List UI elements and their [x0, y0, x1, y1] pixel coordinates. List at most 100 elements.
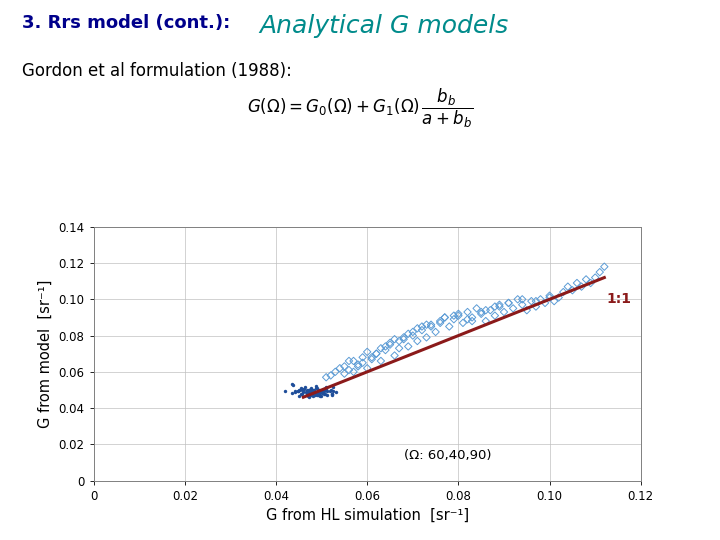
Point [402, 329, 414, 338]
Point [326, 390, 338, 399]
Text: 1:1: 1:1 [606, 292, 631, 306]
Point [480, 306, 492, 314]
Point [305, 391, 317, 400]
Point [393, 344, 405, 353]
Point [304, 388, 315, 396]
Point [389, 351, 400, 360]
Point [590, 273, 601, 282]
Point [310, 389, 322, 397]
Point [343, 366, 355, 374]
Point [330, 368, 341, 376]
Point [297, 386, 308, 395]
Point [293, 386, 305, 394]
Point [516, 295, 528, 303]
Point [310, 387, 322, 396]
Point [320, 389, 331, 398]
Point [544, 293, 555, 302]
Point [303, 386, 315, 395]
Point [393, 337, 405, 346]
Point [426, 322, 437, 331]
Point [312, 387, 323, 396]
Point [549, 297, 560, 306]
Point [462, 315, 473, 323]
Point [553, 293, 564, 302]
Point [303, 386, 315, 394]
Point [494, 300, 505, 309]
Text: $G(\Omega) = G_0(\Omega) + G_1(\Omega)\,\dfrac{b_b}{a+b_b}$: $G(\Omega) = G_0(\Omega) + G_1(\Omega)\,… [247, 86, 473, 130]
Point [312, 387, 324, 395]
Point [318, 385, 330, 394]
Point [462, 308, 473, 316]
Point [407, 331, 418, 340]
Point [302, 387, 314, 396]
Point [310, 381, 322, 390]
Point [315, 388, 327, 396]
Point [567, 286, 578, 295]
Point [371, 349, 382, 358]
Point [330, 387, 341, 396]
Point [585, 279, 596, 287]
Point [312, 390, 324, 399]
Point [576, 282, 588, 291]
Point [371, 349, 382, 358]
Point [467, 317, 478, 326]
Point [313, 388, 325, 397]
Point [311, 391, 323, 400]
Point [448, 315, 459, 323]
Point [325, 386, 336, 395]
Point [412, 324, 423, 333]
Point [467, 313, 478, 322]
Point [279, 387, 291, 395]
Text: Gordon et al formulation (1988):: Gordon et al formulation (1988): [22, 62, 292, 80]
Point [311, 384, 323, 393]
Point [389, 335, 400, 343]
Point [485, 306, 496, 314]
Point [300, 388, 311, 397]
Point [580, 275, 592, 284]
Point [310, 383, 321, 392]
Point [327, 382, 338, 391]
Point [320, 382, 332, 391]
Point [453, 311, 464, 320]
Point [306, 388, 318, 396]
Point [439, 313, 451, 322]
Point [312, 390, 324, 399]
Point [305, 386, 317, 395]
Point [312, 387, 323, 396]
Point [313, 386, 325, 395]
Point [293, 392, 305, 400]
Point [453, 309, 464, 318]
Point [294, 385, 305, 394]
Point [562, 282, 574, 291]
Point [287, 388, 298, 397]
Text: (Ω: 60,40,90): (Ω: 60,40,90) [404, 449, 491, 462]
Point [457, 319, 469, 327]
Point [375, 344, 387, 353]
Point [320, 385, 332, 394]
Point [503, 299, 514, 307]
Point [313, 390, 325, 399]
Point [304, 391, 315, 400]
Point [292, 387, 304, 395]
Point [312, 388, 324, 396]
Point [420, 333, 432, 342]
Point [361, 364, 373, 373]
Point [307, 386, 318, 394]
Point [313, 389, 325, 397]
Point [325, 386, 337, 394]
Point [308, 385, 320, 394]
Point [480, 317, 492, 326]
Point [594, 268, 606, 276]
Point [300, 382, 311, 391]
Y-axis label: G from model  [sr⁻¹]: G from model [sr⁻¹] [38, 280, 53, 428]
Point [530, 302, 541, 311]
Point [326, 390, 338, 399]
Point [379, 342, 391, 351]
Point [539, 299, 551, 307]
Point [287, 380, 298, 389]
Point [301, 387, 312, 395]
Point [316, 387, 328, 395]
Point [327, 390, 338, 399]
Point [430, 328, 441, 336]
Point [295, 390, 307, 399]
